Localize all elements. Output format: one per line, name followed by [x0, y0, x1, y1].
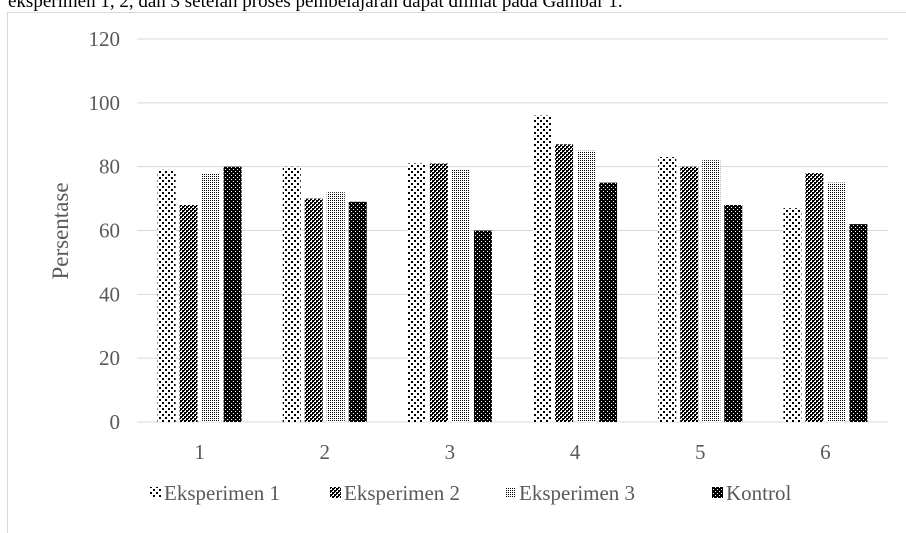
y-axis-tick-labels: 0 20 40 60 80 100 120 — [89, 27, 121, 434]
bar-kontrol-cat-6 — [849, 224, 868, 422]
y-axis-label: Persentase — [48, 182, 73, 279]
bar-eksperimen-2-cat-4 — [555, 144, 574, 422]
bar-eksperimen-1-cat-1 — [157, 169, 176, 422]
bar-kontrol-cat-3 — [473, 230, 492, 422]
x-tick-label: 6 — [820, 440, 831, 464]
document-caption: eksperimen 1, 2, dan 3 setelah proses pe… — [8, 0, 623, 12]
bar-eksperimen-3-cat-4 — [577, 150, 596, 423]
bar-eksperimen-1-cat-3 — [407, 163, 426, 422]
bar-eksperimen-3-cat-1 — [201, 173, 220, 422]
legend-item: Eksperimen 2 — [330, 481, 460, 505]
x-axis-tick-labels: 1 2 3 4 5 6 — [194, 440, 830, 464]
bar-eksperimen-1-cat-2 — [282, 166, 301, 422]
legend-item: Kontrol — [712, 481, 791, 505]
bar-kontrol-cat-1 — [223, 166, 242, 422]
y-tick-label: 100 — [89, 91, 121, 115]
legend-swatch — [150, 487, 161, 498]
y-tick-label: 40 — [99, 282, 120, 306]
bar-eksperimen-1-cat-5 — [658, 157, 677, 422]
bar-kontrol-cat-4 — [599, 182, 618, 422]
chart-frame — [7, 12, 906, 533]
bar-eksperimen-1-cat-6 — [783, 208, 802, 422]
y-tick-label: 20 — [99, 346, 120, 370]
legend-label: Eksperimen 1 — [164, 481, 280, 505]
x-tick-label: 5 — [695, 440, 706, 464]
bar-eksperimen-2-cat-2 — [304, 198, 323, 422]
bar-eksperimen-3-cat-2 — [326, 192, 345, 422]
bar-eksperimen-3-cat-5 — [702, 160, 721, 423]
legend-swatch — [505, 487, 516, 498]
legend-label: Kontrol — [726, 481, 791, 505]
legend-item: Eksperimen 3 — [505, 481, 635, 505]
bar-kontrol-cat-5 — [724, 204, 743, 422]
x-tick-label: 1 — [194, 440, 205, 464]
legend-swatch — [330, 487, 341, 498]
legend-label: Eksperimen 3 — [519, 481, 635, 505]
bar-eksperimen-1-cat-4 — [533, 115, 552, 422]
legend-swatch — [712, 487, 723, 498]
bar-eksperimen-2-cat-1 — [179, 204, 198, 422]
y-tick-label: 120 — [89, 27, 121, 51]
x-tick-label: 2 — [320, 440, 331, 464]
bar-eksperimen-3-cat-3 — [451, 169, 470, 422]
legend-label: Eksperimen 2 — [344, 481, 460, 505]
bars — [157, 115, 868, 423]
x-tick-label: 3 — [445, 440, 456, 464]
x-tick-label: 4 — [570, 440, 581, 464]
gridlines — [137, 38, 888, 423]
legend-item: Eksperimen 1 — [150, 481, 280, 505]
bar-eksperimen-2-cat-6 — [805, 173, 824, 422]
bar-eksperimen-3-cat-6 — [827, 182, 846, 422]
bar-kontrol-cat-2 — [348, 201, 367, 422]
y-tick-label: 80 — [99, 155, 120, 179]
bar-eksperimen-2-cat-5 — [680, 166, 699, 422]
legend: Eksperimen 1 Eksperimen 2 Eksperimen 3 Kont… — [150, 481, 791, 505]
y-tick-label: 60 — [99, 219, 120, 243]
bar-eksperimen-2-cat-3 — [429, 163, 448, 422]
y-tick-label: 0 — [110, 410, 121, 434]
